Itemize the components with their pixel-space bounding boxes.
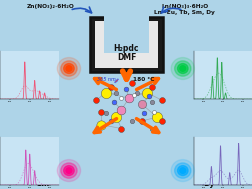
Circle shape bbox=[60, 61, 77, 76]
Point bbox=[134, 91, 138, 94]
Point bbox=[144, 91, 148, 94]
Point bbox=[119, 108, 123, 111]
Point bbox=[132, 93, 136, 96]
Point bbox=[149, 127, 153, 130]
Point bbox=[99, 123, 103, 126]
Point bbox=[114, 116, 118, 119]
Point bbox=[109, 119, 113, 122]
Text: Zn(NO₃)₂·6H₂O: Zn(NO₃)₂·6H₂O bbox=[27, 4, 74, 9]
Point bbox=[119, 97, 123, 100]
Text: Eu: Eu bbox=[39, 77, 49, 86]
Point bbox=[152, 110, 156, 113]
FancyBboxPatch shape bbox=[103, 15, 149, 53]
FancyBboxPatch shape bbox=[89, 17, 163, 72]
Text: 180 °C: 180 °C bbox=[132, 77, 154, 81]
Point bbox=[139, 102, 143, 105]
Point bbox=[142, 112, 146, 115]
Circle shape bbox=[66, 168, 72, 173]
Point bbox=[154, 116, 158, 119]
Point bbox=[149, 101, 153, 104]
Point bbox=[111, 101, 115, 104]
Text: Ln(NO₃)₃·6H₂O
Ln=Eu, Tb, Sm, Dy: Ln(NO₃)₃·6H₂O Ln=Eu, Tb, Sm, Dy bbox=[154, 4, 214, 15]
Circle shape bbox=[64, 64, 74, 74]
Circle shape bbox=[170, 160, 194, 181]
Circle shape bbox=[174, 163, 190, 178]
Text: Sm: Sm bbox=[36, 179, 49, 188]
FancyBboxPatch shape bbox=[95, 21, 157, 68]
Circle shape bbox=[170, 57, 194, 80]
Point bbox=[109, 85, 113, 88]
Point bbox=[127, 97, 131, 100]
Circle shape bbox=[177, 166, 187, 176]
Point bbox=[159, 119, 163, 122]
Circle shape bbox=[57, 57, 80, 80]
Circle shape bbox=[174, 61, 190, 76]
Text: H₂pdc: H₂pdc bbox=[113, 44, 139, 53]
Circle shape bbox=[64, 166, 74, 176]
Point bbox=[119, 127, 123, 130]
Point bbox=[104, 112, 108, 115]
Point bbox=[124, 87, 128, 90]
Text: DMF: DMF bbox=[116, 53, 136, 62]
Point bbox=[147, 95, 151, 98]
Point bbox=[99, 110, 103, 113]
Circle shape bbox=[177, 64, 187, 74]
Point bbox=[129, 119, 133, 122]
Circle shape bbox=[57, 160, 80, 181]
Text: Dy: Dy bbox=[203, 179, 214, 188]
Point bbox=[149, 85, 153, 88]
Point bbox=[129, 82, 133, 85]
Circle shape bbox=[60, 163, 77, 178]
Text: 365 nm: 365 nm bbox=[97, 77, 115, 81]
Point bbox=[139, 119, 143, 122]
Circle shape bbox=[179, 66, 185, 71]
Point bbox=[114, 91, 118, 94]
Text: Tb: Tb bbox=[203, 77, 214, 86]
Circle shape bbox=[66, 66, 72, 71]
Point bbox=[159, 99, 163, 102]
Point bbox=[94, 99, 98, 102]
Circle shape bbox=[179, 168, 185, 173]
Point bbox=[104, 91, 108, 94]
